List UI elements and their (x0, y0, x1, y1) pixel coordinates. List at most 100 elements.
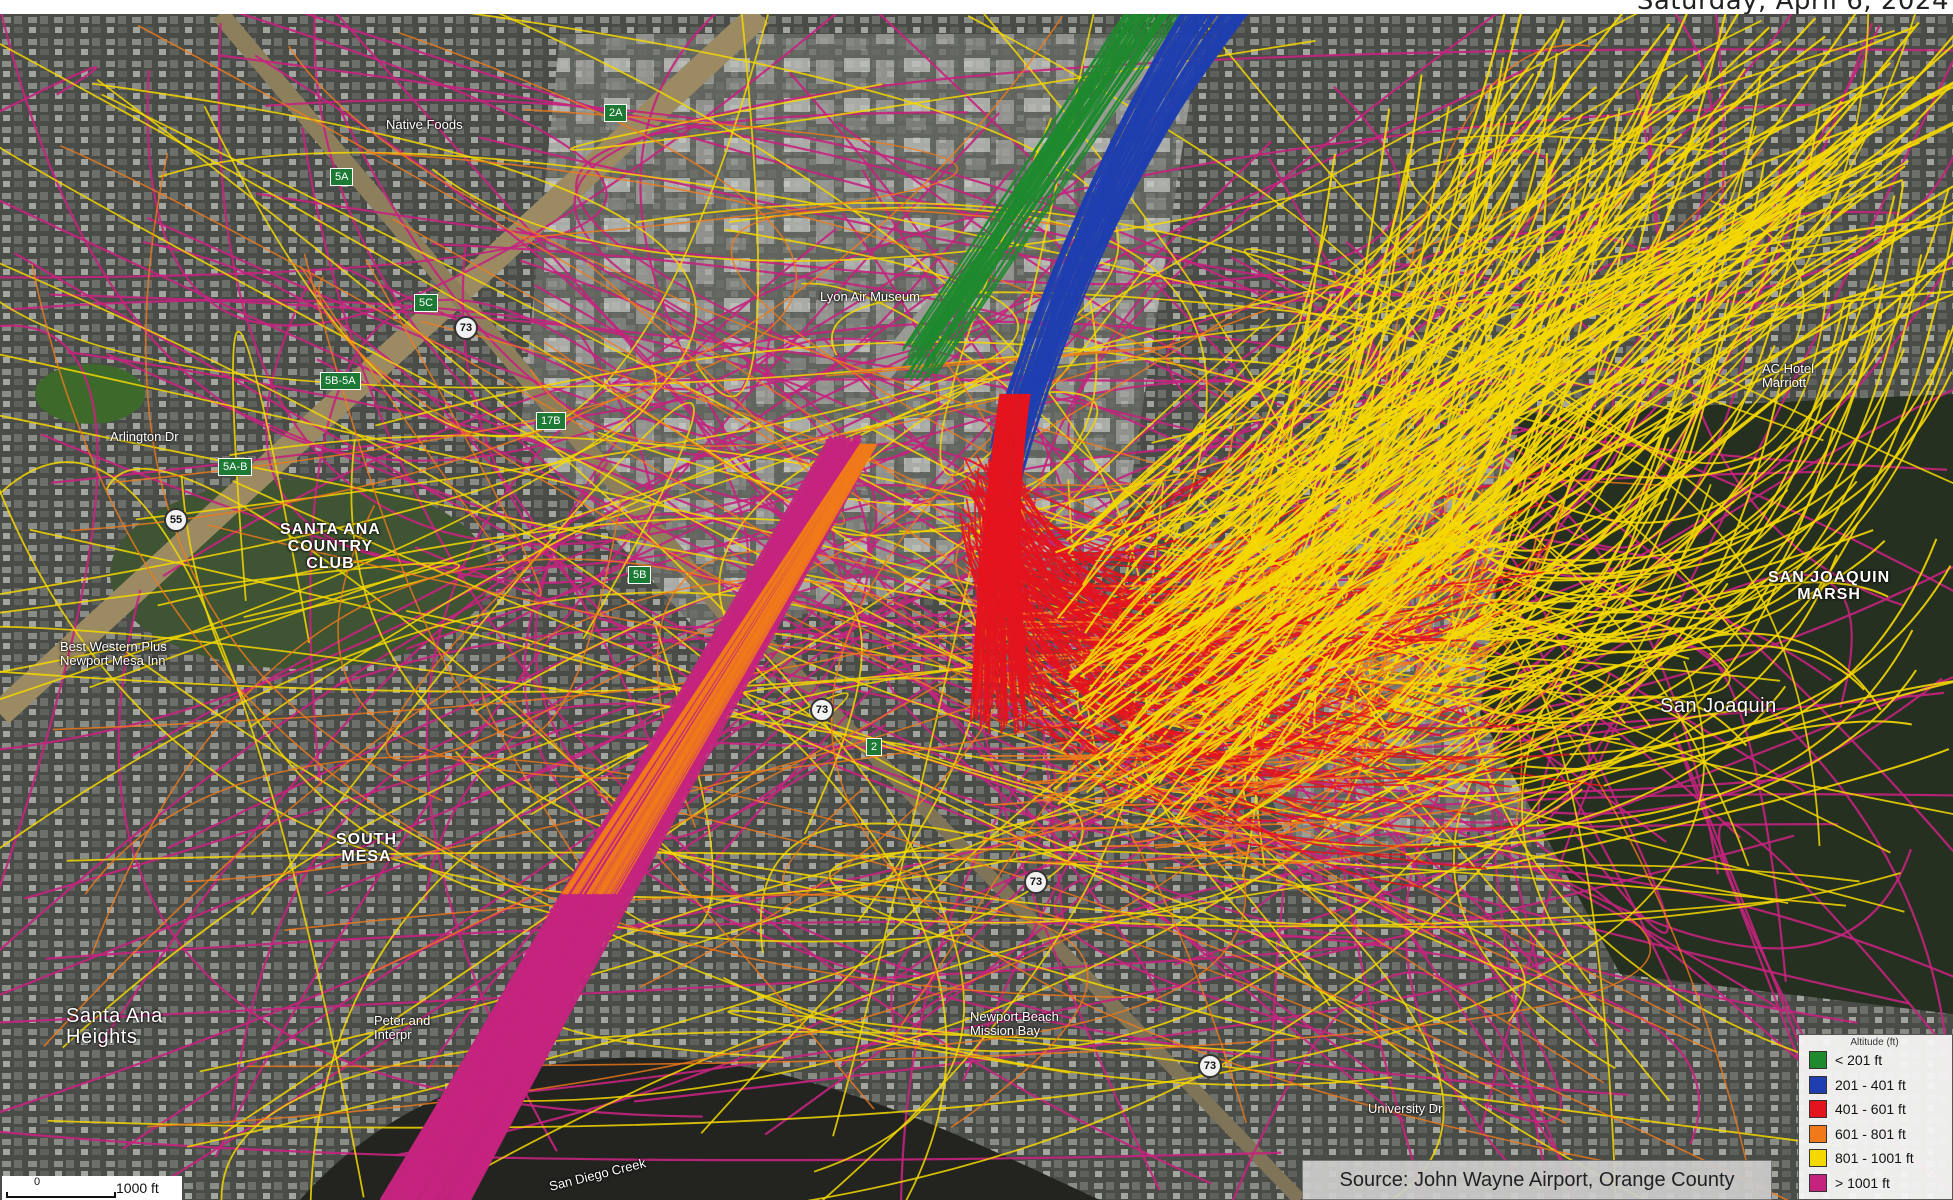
legend-label: > 1001 ft (1835, 1174, 1890, 1191)
flight-track (232, 480, 1583, 847)
flight-track (1422, 747, 1629, 888)
flight-track (0, 262, 948, 1200)
flight-track (1014, 393, 1028, 687)
flight-track (1053, 823, 1838, 1049)
exit-sign: 5A (330, 168, 354, 186)
flight-track (1067, 75, 1915, 555)
flight-track (1068, 111, 1562, 679)
route-73-shield: 73 (810, 698, 834, 722)
date-header: Saturday, April 6, 2024 (1636, 0, 1949, 16)
flight-track (1116, 266, 1953, 645)
flight-track (0, 461, 365, 1198)
flight-track (1091, 28, 1559, 541)
route-73-shield: 73 (1024, 870, 1048, 894)
flight-track (1176, 29, 1681, 824)
flight-track (1133, 762, 1702, 1084)
flight-track (633, 912, 1567, 1103)
flight-track (1511, 680, 1953, 788)
flight-track (287, 45, 1470, 551)
flight-track (1052, 292, 1953, 791)
flight-track (534, 228, 1073, 1020)
flight-track (1138, 98, 1853, 832)
flight-track (1452, 684, 1616, 1070)
flight-track (1398, 22, 1874, 578)
legend-title: Altitude (ft) (1850, 1037, 1899, 1048)
flight-track (1446, 500, 1736, 641)
flight-track (973, 393, 1004, 687)
legend-item: 201 - 401 ft (1809, 1073, 1952, 1098)
flight-track (105, 467, 684, 864)
flight-track (612, 443, 877, 895)
flight-track (999, 559, 1370, 758)
flight-track (1393, 620, 1598, 711)
flight-track (475, 578, 863, 835)
flight-track (727, 1009, 1843, 1148)
flight-track (131, 67, 1529, 757)
flight-track (1217, 211, 1646, 657)
flight-track (1378, 265, 1705, 667)
flight-track (1006, 393, 1022, 702)
flight-tracks-layer (0, 14, 1953, 1200)
flight-track (1525, 629, 1914, 827)
flight-track (1486, 748, 1950, 870)
flight-track (29, 528, 1604, 1022)
flight-track (730, 208, 1129, 528)
flight-track (1186, 141, 1920, 537)
flight-track (387, 462, 835, 1200)
flight-track (1106, 226, 1708, 760)
flight-track (384, 436, 834, 1200)
flight-track (0, 935, 1386, 1024)
flight-track (995, 393, 1015, 707)
flight-track (1083, 127, 1871, 766)
flight-track (961, 507, 1538, 730)
flight-track (1065, 246, 1785, 683)
legend-item: > 1001 ft (1809, 1171, 1952, 1196)
exit-sign: 2 (866, 738, 883, 756)
flight-track (1009, 393, 1024, 735)
flight-track (1072, 19, 1565, 720)
flight-track (1159, 117, 1884, 567)
flight-track (1467, 480, 1858, 642)
flight-track (573, 48, 1953, 364)
flight-track (0, 364, 657, 596)
flight-track (912, 14, 1143, 359)
legend-item: 401 - 601 ft (1809, 1097, 1952, 1122)
flight-track (1522, 309, 1884, 598)
flight-track (990, 393, 1013, 709)
scale-bar-line (6, 1192, 116, 1198)
flight-track (1482, 324, 1953, 562)
exit-sign: 5B-5A (320, 372, 361, 390)
flight-track (1252, 573, 1853, 913)
flight-track (916, 14, 1150, 364)
flight-track (1108, 153, 1839, 758)
flight-track (1229, 48, 1672, 787)
freeway-405 (0, 14, 769, 724)
flight-track (1451, 160, 1766, 575)
flight-track (985, 393, 1010, 683)
legend-label: 401 - 601 ft (1835, 1101, 1906, 1118)
exit-sign: 5B (628, 566, 652, 584)
label-peter-and: Peter and Interpr (374, 1013, 431, 1042)
legend-swatch (1809, 1075, 1827, 1094)
flight-track (498, 14, 1150, 1200)
flight-track (1141, 185, 1612, 709)
flight-track (1188, 674, 1611, 784)
flight-track (904, 14, 1130, 380)
flight-track (318, 276, 1716, 1053)
flight-track (905, 14, 1133, 379)
flight-track (581, 443, 868, 895)
flight-track (1018, 393, 1031, 696)
flight-track (1469, 427, 1835, 720)
flight-track (1487, 335, 1953, 615)
flight-track (718, 220, 1671, 865)
flight-track (70, 15, 1063, 532)
legend-swatch (1809, 1051, 1827, 1070)
label-air-museum: Lyon Air Museum (820, 289, 920, 304)
flight-track (1149, 14, 1739, 824)
label-native-foods: Native Foods (386, 117, 463, 132)
flight-track (801, 282, 1671, 1102)
flight-track (1355, 575, 1651, 683)
flight-track-map[interactable]: SANTA ANA COUNTRY CLUB SAN JOAQUIN MARSH… (0, 14, 1953, 1200)
flight-track (247, 916, 1652, 1068)
exit-sign: 17B (536, 412, 566, 430)
